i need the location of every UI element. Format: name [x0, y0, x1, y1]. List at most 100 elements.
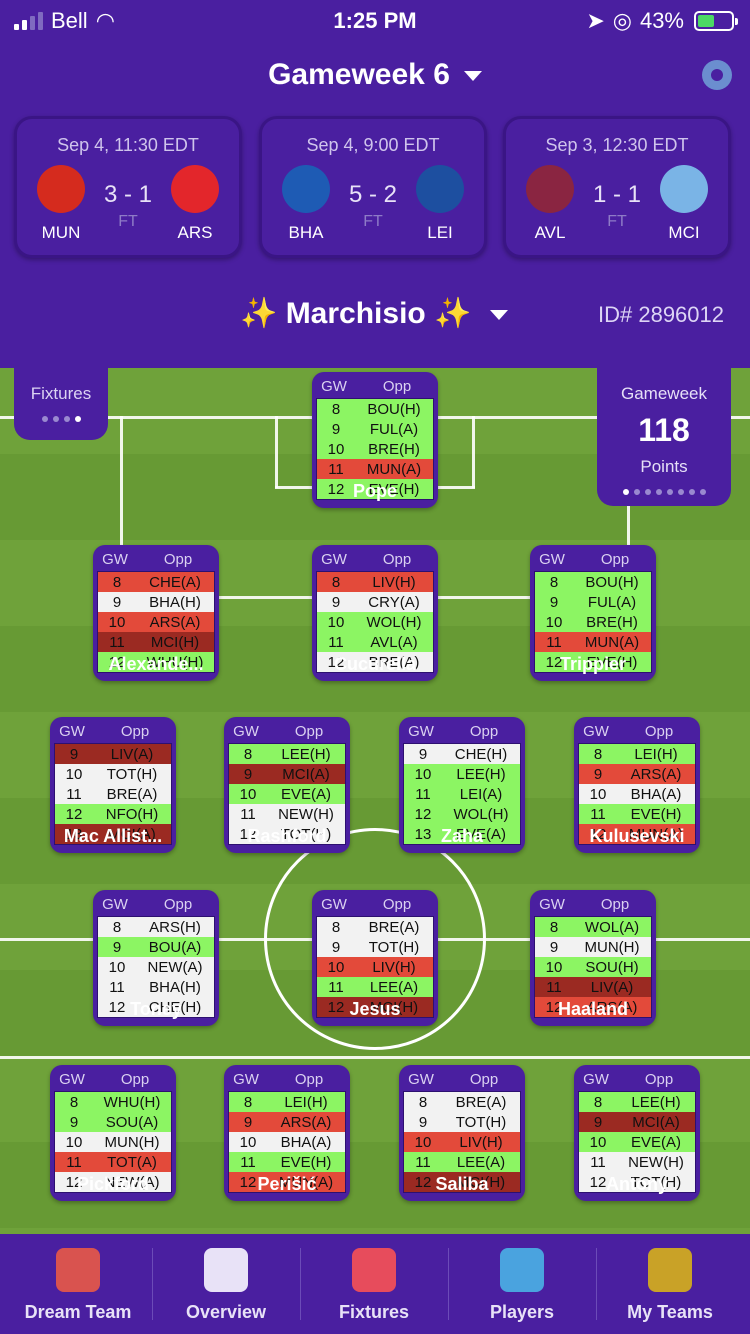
fixture-opponent: EVE(A) — [630, 1133, 681, 1151]
tab-dream-team[interactable]: Dream Team — [4, 1234, 152, 1334]
player-card[interactable]: GW Opp 8 WHU(H) 9 SOU(A) 10 MUN(H) 11 TOT(A) 12 NEW… — [50, 1065, 176, 1201]
team-name[interactable]: ✨ Marchisio ✨ — [240, 297, 472, 330]
player-card[interactable]: GW Opp 9 LIV(A) 10 TOT(H) 11 BRE(A) 12 NFO(H) 13 MC… — [50, 717, 176, 853]
fixture-gw: 8 — [549, 918, 559, 936]
fixture-row: 10 BRE(H) — [317, 439, 433, 459]
fixture-opponent: AVL(A) — [370, 633, 418, 651]
fixture-opponent: NEW(A) — [104, 1173, 160, 1191]
fixture-row: 10 LIV(H) — [404, 1132, 520, 1152]
fixture-row: 8 BRE(A) — [317, 917, 433, 937]
fixture-opponent: BRE(H) — [368, 440, 420, 458]
fixture-gw: 8 — [243, 745, 253, 763]
player-card[interactable]: GW Opp 8 BRE(A) 9 TOT(H) 10 LIV(H) 11 LEE(A) 12 MCI… — [312, 890, 438, 1026]
fixture-row: 12 MUN(A) — [579, 824, 695, 844]
fixture-opponent: ARS(A) — [149, 613, 201, 631]
opp-header: Opp — [120, 723, 150, 740]
fixture-opponent: BRE(A) — [368, 653, 420, 671]
gw-header: GW — [321, 551, 347, 568]
fixture-row: 9 CRY(A) — [317, 592, 433, 612]
fixture-row: 8 BOU(H) — [535, 572, 651, 592]
tab-divider — [300, 1248, 301, 1320]
player-name: Mac Allist... — [63, 826, 163, 846]
page-dots — [597, 489, 731, 495]
fixture-opponent: BHA(H) — [149, 978, 201, 996]
player-card[interactable]: GW Opp 8 LEI(H) 9 ARS(A) 10 BHA(A) 11 EVE(H) 12 MUN… — [574, 717, 700, 853]
player-card[interactable]: GW Opp 8 BOU(H) 9 FUL(A) 10 BRE(H) 11 MUN(A) 12 EVE… — [312, 372, 438, 508]
opp-header: Opp — [644, 723, 674, 740]
player-search-icon — [500, 1248, 544, 1292]
player-card[interactable]: GW Opp 8 BOU(H) 9 FUL(A) 10 BRE(H) 11 MUN(A) 12 EVE… — [530, 545, 656, 681]
tab-divider — [152, 1248, 153, 1320]
fixture-gw: 11 — [590, 805, 606, 823]
fixture-row: 10 BHA(A) — [579, 784, 695, 804]
gameweek-title: Gameweek 6 — [268, 58, 450, 91]
fixture-gw: 11 — [240, 805, 256, 823]
opp-header: Opp — [294, 1071, 324, 1088]
fixture-opponent: LEE(A) — [369, 978, 419, 996]
fixture-row: 11 MUN(A) — [535, 632, 651, 652]
fixture-row: 9 MCI(A) — [579, 1112, 695, 1132]
player-card[interactable]: GW Opp 8 WOL(A) 9 MUN(H) 10 SOU(H) 11 LIV(A) 12 ARS… — [530, 890, 656, 1026]
home-crest-icon — [526, 165, 574, 213]
fixture-row: 10 TOT(H) — [55, 764, 171, 784]
fixture-gw: 12 — [327, 480, 345, 498]
trophy-icon — [56, 1248, 100, 1292]
fixture-row: 8 CHE(A) — [98, 572, 214, 592]
match-card[interactable]: Sep 4, 11:30 EDT 3 - 1 FT MUN ARS — [14, 116, 242, 258]
fc-shield-icon — [648, 1248, 692, 1292]
tab-overview[interactable]: Overview — [152, 1234, 300, 1334]
player-card[interactable]: GW Opp 8 LEI(H) 9 ARS(A) 10 BHA(A) 11 EVE(H) 12 MUN… — [224, 1065, 350, 1201]
tactics-board-icon — [204, 1248, 248, 1292]
player-card[interactable]: GW Opp 9 CHE(H) 10 LEE(H) 11 LEI(A) 12 WOL(H) 13 EV… — [399, 717, 525, 853]
team-chevron-down-icon[interactable] — [490, 310, 508, 320]
fixture-opponent: MCI(A) — [282, 765, 330, 783]
tab-label: Overview — [185, 1302, 267, 1322]
fixture-gw: 12 — [545, 653, 563, 671]
gear-icon[interactable] — [702, 60, 732, 90]
fixture-row: 10 NEW(A) — [98, 957, 214, 977]
fixture-table: 8 BOU(H) 9 FUL(A) 10 BRE(H) 11 MUN(A) 12 EVE(H) — [534, 571, 652, 673]
gameweek-selector[interactable]: Gameweek 6 — [0, 58, 750, 92]
points-box[interactable]: Gameweek 118 Points — [597, 368, 731, 506]
fixture-row: 9 MUN(H) — [535, 937, 651, 957]
match-card[interactable]: Sep 4, 9:00 EDT 5 - 2 FT BHA LEI — [259, 116, 487, 258]
fixture-header: GW Opp — [574, 717, 700, 743]
tab-my-teams[interactable]: My Teams — [596, 1234, 744, 1334]
player-card[interactable]: GW Opp 8 LEE(H) 9 MCI(A) 10 EVE(A) 11 NEW(H) 12 TOT… — [224, 717, 350, 853]
fixture-row: 11 BRE(A) — [55, 784, 171, 804]
fixture-gw: 10 — [589, 785, 607, 803]
tab-fixtures[interactable]: Fixtures — [300, 1234, 448, 1334]
match-card[interactable]: Sep 3, 12:30 EDT 1 - 1 FT AVL MCI — [503, 116, 731, 258]
fixture-gw: 9 — [549, 593, 559, 611]
player-card[interactable]: GW Opp 8 BRE(A) 9 TOT(H) 10 LIV(H) 11 LEE(A) 12 MCI… — [399, 1065, 525, 1201]
fixture-header: GW Opp — [530, 890, 656, 916]
wifi-icon: ◠ — [95, 8, 115, 33]
player-card[interactable]: GW Opp 8 LIV(H) 9 CRY(A) 10 WOL(H) 11 AVL(A) 12 BRE… — [312, 545, 438, 681]
fixture-row: 8 ARS(H) — [98, 917, 214, 937]
fixture-opponent: MCI(H) — [150, 633, 200, 651]
fixture-row: 9 BHA(H) — [98, 592, 214, 612]
player-card[interactable]: GW Opp 8 LEE(H) 9 MCI(A) 10 EVE(A) 11 NEW(H) 12 TOT… — [574, 1065, 700, 1201]
tab-bar: Dream Team Overview Fixtures Players My Team… — [0, 1234, 750, 1334]
fixture-row: 10 ARS(A) — [98, 612, 214, 632]
player-name: Pickford — [76, 1174, 150, 1194]
fixture-opponent: LEI(A) — [459, 785, 503, 803]
points-title: Gameweek — [621, 384, 707, 403]
fixture-opponent: NFO(H) — [105, 805, 159, 823]
fixture-row: 8 LIV(H) — [317, 572, 433, 592]
fixture-gw: 12 — [414, 1173, 432, 1191]
match-status: FT — [607, 213, 627, 230]
fixture-gw: 10 — [65, 765, 83, 783]
fixtures-toggle[interactable]: Fixtures — [14, 368, 108, 440]
player-card[interactable]: GW Opp 8 ARS(H) 9 BOU(A) 10 NEW(A) 11 BHA(H) 12 CHE… — [93, 890, 219, 1026]
fixture-opponent: MUN(H) — [584, 938, 640, 956]
fixture-gw: 8 — [243, 1093, 253, 1111]
fixture-gw: 12 — [545, 998, 563, 1016]
home-code: BHA — [288, 223, 324, 242]
fixture-gw: 9 — [331, 593, 341, 611]
player-card[interactable]: GW Opp 8 CHE(A) 9 BHA(H) 10 ARS(A) 11 MCI(H) 12 WHU… — [93, 545, 219, 681]
fixture-gw: 10 — [414, 1133, 432, 1151]
fixture-gw: 11 — [415, 785, 431, 803]
tab-players[interactable]: Players — [448, 1234, 596, 1334]
fixture-gw: 12 — [589, 825, 607, 843]
